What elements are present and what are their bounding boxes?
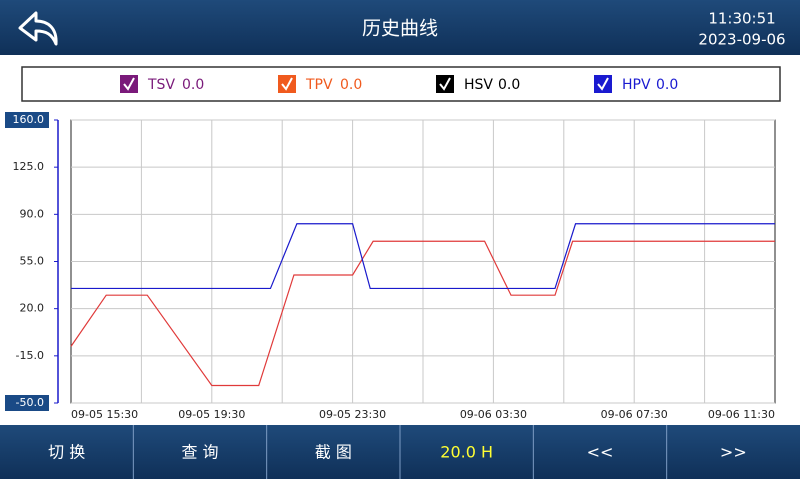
legend-name: TPV <box>305 77 333 93</box>
back-button[interactable] <box>18 11 58 46</box>
y-tick-label: 20.0 <box>20 302 45 315</box>
button-label: 截 图 <box>315 443 352 462</box>
x-tick-label: 09-06 03:30 <box>460 408 527 421</box>
legend-item[interactable]: TSV 0.0 <box>120 75 204 93</box>
y-tick-label: -50.0 <box>16 396 44 409</box>
y-tick-label: -15.0 <box>16 349 44 362</box>
button-label: >> <box>720 443 747 462</box>
back-arrow-icon <box>18 11 58 46</box>
x-tick-label: 09-05 15:30 <box>71 408 138 421</box>
series-line <box>70 240 775 387</box>
clock-time: 11:30:51 <box>708 10 775 28</box>
button-label: 查 询 <box>181 443 218 462</box>
legend-item[interactable]: TPV 0.0 <box>278 75 362 93</box>
clock-date: 2023-09-06 <box>698 31 785 49</box>
legend-value: 0.0 <box>340 77 362 93</box>
button-label: 切 换 <box>48 443 85 462</box>
toolbar-button[interactable]: 20.0 H <box>399 425 493 479</box>
button-label: 20.0 H <box>440 443 493 462</box>
legend-name: HSV <box>464 77 493 93</box>
button-label: << <box>587 443 614 462</box>
legend-value: 0.0 <box>656 77 678 93</box>
legend-value: 0.0 <box>498 77 520 93</box>
legend-box <box>21 66 781 102</box>
y-limit-box <box>5 395 49 411</box>
buttons: 切 换 查 询 截 图 20.0 H << >> <box>48 425 747 479</box>
x-tick-label: 09-05 23:30 <box>319 408 386 421</box>
legend-item[interactable]: HPV 0.0 <box>594 75 678 93</box>
legend-checkbox <box>594 75 612 93</box>
legend-name: HPV <box>622 77 651 93</box>
legend-checkbox <box>278 75 296 93</box>
legend: TSV 0.0 TPV 0.0 HSV 0.0 HPV 0.0 <box>120 75 678 93</box>
toolbar-button[interactable]: << <box>532 425 614 479</box>
x-tick-label: 09-06 11:30 <box>708 408 775 421</box>
y-limit-box <box>5 112 49 128</box>
series-line <box>71 223 775 290</box>
toolbar-button[interactable]: 截 图 <box>266 425 352 479</box>
legend-name: TSV <box>147 77 175 93</box>
check-mark <box>123 77 135 91</box>
y-tick-label: 160.0 <box>13 113 45 126</box>
legend-item[interactable]: HSV 0.0 <box>436 75 520 93</box>
legend-checkbox <box>120 75 138 93</box>
toolbar-button[interactable]: >> <box>666 425 747 479</box>
plot: 160.0 125.0 90.0 55.0 20.0 -15.0 -50.0 09-05 15… <box>5 112 775 421</box>
toolbar-button[interactable]: 切 换 <box>48 443 85 462</box>
legend-value: 0.0 <box>182 77 204 93</box>
page-title: 历史曲线 <box>362 18 438 40</box>
y-tick-label: 55.0 <box>20 255 45 268</box>
check-mark <box>597 77 609 91</box>
y-tick-label: 125.0 <box>13 160 45 173</box>
x-tick-label: 09-06 07:30 <box>601 408 668 421</box>
check-mark <box>281 77 293 91</box>
header-bar <box>0 0 800 55</box>
y-tick-label: 90.0 <box>20 207 45 220</box>
x-tick-label: 09-05 19:30 <box>178 408 245 421</box>
toolbar-button[interactable]: 查 询 <box>132 425 219 479</box>
check-mark <box>439 77 451 91</box>
legend-checkbox <box>436 75 454 93</box>
